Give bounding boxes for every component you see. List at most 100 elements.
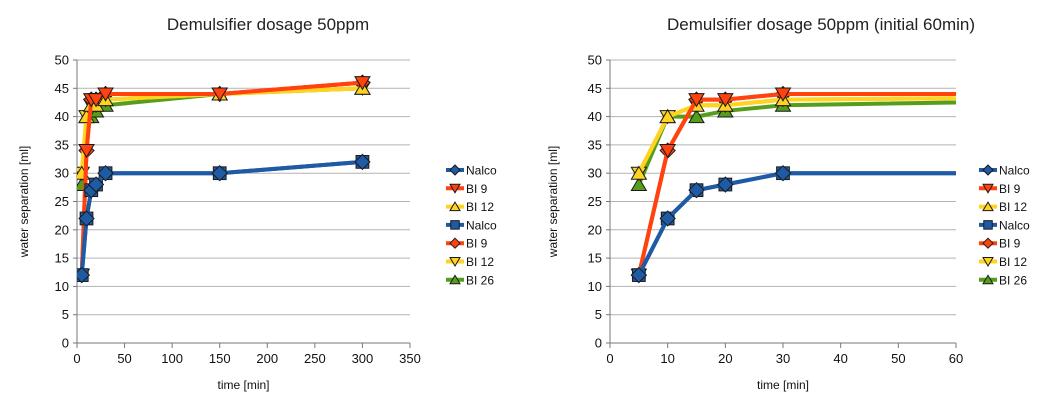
x-tick-label: 150 bbox=[209, 351, 231, 366]
legend-marker bbox=[982, 201, 994, 212]
series-group bbox=[630, 164, 956, 284]
x-tick-label: 200 bbox=[256, 351, 278, 366]
y-tick-label: 45 bbox=[55, 81, 69, 96]
data-point bbox=[630, 266, 648, 284]
data-point bbox=[77, 266, 90, 284]
y-tick-label: 35 bbox=[55, 137, 69, 152]
legend-entry: BI 9 bbox=[466, 237, 488, 251]
legend-marker bbox=[449, 183, 461, 194]
legend-marker bbox=[983, 220, 993, 230]
data-point bbox=[774, 164, 792, 182]
y-tick-label: 20 bbox=[55, 222, 69, 237]
legend-marker bbox=[449, 164, 461, 176]
y-tick-label: 40 bbox=[588, 109, 602, 124]
x-tick-label: 10 bbox=[660, 351, 674, 366]
x-axis-label: time [min] bbox=[217, 378, 269, 392]
legend-marker bbox=[982, 183, 994, 194]
legend-entry: BI 9 bbox=[999, 182, 1021, 196]
data-point bbox=[659, 144, 677, 159]
legend-entry: BI 9 bbox=[466, 182, 488, 196]
x-tick-label: 0 bbox=[73, 351, 80, 366]
legend-entry: BI 12 bbox=[466, 255, 494, 269]
y-tick-label: 5 bbox=[595, 307, 602, 322]
data-point bbox=[688, 181, 705, 199]
y-tick-label: 10 bbox=[588, 279, 602, 294]
data-point bbox=[354, 153, 371, 171]
legend-entry: Nalco bbox=[999, 164, 1030, 178]
y-tick-label: 15 bbox=[55, 251, 69, 266]
legend-entry: Nalco bbox=[466, 218, 497, 232]
y-tick-label: 10 bbox=[55, 279, 69, 294]
chart-initial-60min: Demulsifier dosage 50ppm (initial 60min)… bbox=[521, 0, 1043, 410]
legend-entry: BI 26 bbox=[999, 273, 1027, 287]
chart-title: Demulsifier dosage 50ppm (initial 60min) bbox=[667, 15, 975, 34]
data-point bbox=[688, 108, 705, 124]
legend-entry: BI 12 bbox=[999, 255, 1027, 269]
x-tick-label: 100 bbox=[161, 351, 183, 366]
legend-entry: BI 12 bbox=[466, 200, 494, 214]
x-tick-label: 300 bbox=[352, 351, 374, 366]
legend-marker bbox=[982, 237, 994, 249]
series-line bbox=[79, 86, 363, 174]
data-point bbox=[774, 87, 792, 102]
y-tick-label: 0 bbox=[62, 336, 69, 351]
y-tick-label: 30 bbox=[55, 166, 69, 181]
x-axis-label: time [min] bbox=[757, 378, 809, 392]
legend-entry: Nalco bbox=[466, 164, 497, 178]
y-tick-label: 50 bbox=[55, 53, 69, 68]
y-tick-label: 5 bbox=[62, 307, 69, 322]
data-point bbox=[688, 93, 705, 108]
x-tick-label: 50 bbox=[117, 351, 131, 366]
chart-full-duration-svg: Demulsifier dosage 50ppm 0 5 10 15 20 25 30 35 40… bbox=[17, 15, 497, 392]
legend-marker bbox=[449, 201, 461, 212]
y-axis-label: water separation [ml] bbox=[546, 146, 560, 258]
y-tick-label: 20 bbox=[588, 222, 602, 237]
legend-entry: Nalco bbox=[999, 218, 1030, 232]
y-tick-label: 40 bbox=[55, 109, 69, 124]
legend-marker bbox=[982, 274, 994, 285]
data-point bbox=[659, 108, 677, 124]
y-tick-label: 0 bbox=[595, 336, 602, 351]
series-group bbox=[77, 153, 371, 284]
x-tick-label: 30 bbox=[776, 351, 790, 366]
data-point bbox=[659, 210, 676, 227]
data-point bbox=[78, 144, 95, 159]
x-tick-label: 50 bbox=[891, 351, 905, 366]
chart-title: Demulsifier dosage 50ppm bbox=[167, 15, 369, 34]
y-tick-label: 15 bbox=[588, 251, 602, 266]
data-point bbox=[630, 165, 648, 180]
data-point bbox=[354, 76, 371, 91]
data-point bbox=[716, 93, 734, 108]
data-point bbox=[97, 164, 114, 182]
x-tick-label: 20 bbox=[718, 351, 732, 366]
data-point bbox=[87, 176, 105, 193]
data-point bbox=[211, 87, 229, 102]
y-axis-label: water separation [ml] bbox=[17, 146, 31, 258]
y-tick-label: 45 bbox=[588, 81, 602, 96]
series-group bbox=[630, 87, 956, 283]
legend-marker bbox=[982, 257, 994, 267]
data-point bbox=[630, 176, 648, 192]
data-point bbox=[97, 87, 114, 102]
legend-marker bbox=[450, 220, 460, 230]
data-point bbox=[87, 93, 105, 108]
y-tick-label: 35 bbox=[588, 137, 602, 152]
data-point bbox=[78, 210, 95, 227]
y-tick-label: 30 bbox=[588, 166, 602, 181]
chart-initial-60min-svg: Demulsifier dosage 50ppm (initial 60min)… bbox=[546, 15, 1030, 392]
legend-entry: BI 26 bbox=[466, 273, 494, 287]
y-tick-label: 25 bbox=[55, 194, 69, 209]
data-point bbox=[211, 164, 228, 182]
x-tick-label: 0 bbox=[606, 351, 613, 366]
series-line bbox=[79, 86, 363, 174]
x-tick-label: 350 bbox=[399, 351, 421, 366]
legend-entry: BI 12 bbox=[999, 200, 1027, 214]
y-tick-label: 25 bbox=[588, 194, 602, 209]
data-point bbox=[717, 176, 734, 193]
x-tick-label: 40 bbox=[833, 351, 847, 366]
series-group bbox=[77, 76, 371, 283]
legend-marker bbox=[982, 164, 994, 176]
x-tick-label: 250 bbox=[304, 351, 326, 366]
y-tick-label: 50 bbox=[588, 53, 602, 68]
chart-full-duration: Demulsifier dosage 50ppm 0 5 10 15 20 25 30 35 40… bbox=[0, 0, 521, 410]
